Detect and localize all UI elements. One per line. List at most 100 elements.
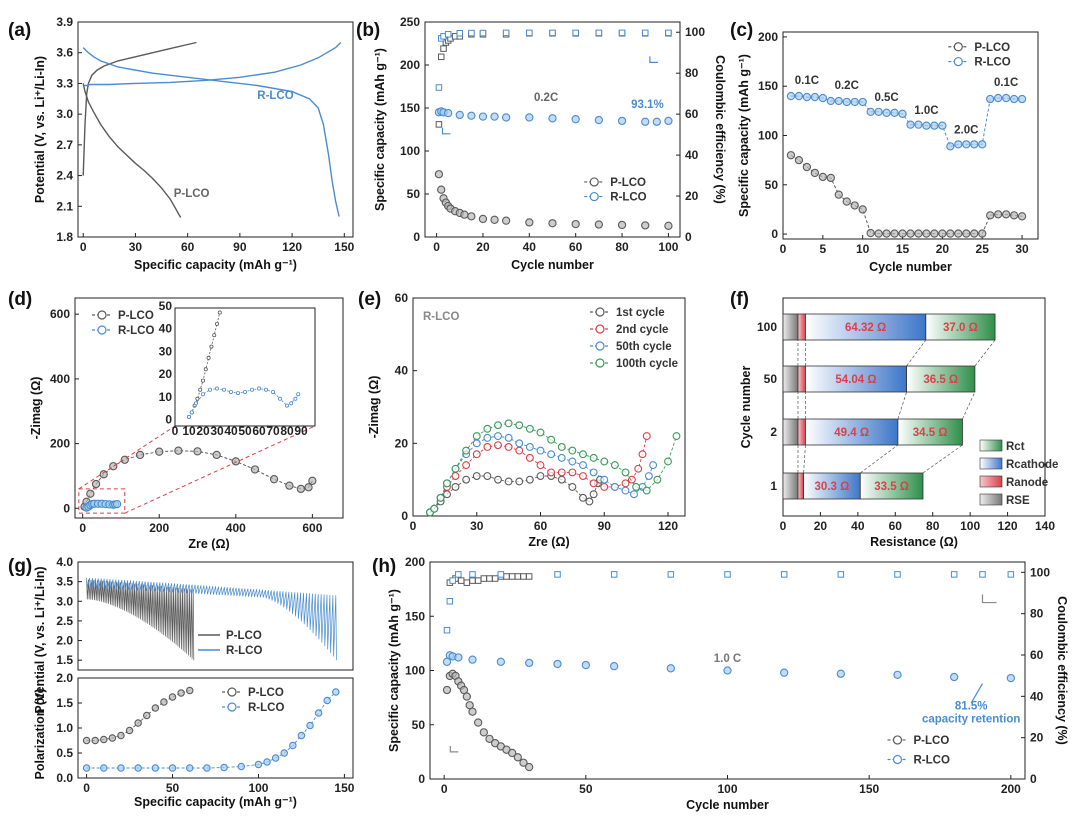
plot-frame (424, 21, 681, 238)
legend-plco: P-LCO (974, 42, 1010, 54)
y-axis-label: -Zimag (Ω) (29, 377, 43, 440)
capacity-mark-1 (501, 113, 511, 122)
eis-mark-0 (135, 450, 145, 460)
series-label-rlco: R-LCO (257, 90, 293, 102)
eis-mark-0 (494, 475, 502, 484)
eis-mark-0 (451, 482, 460, 491)
plot-frame (77, 561, 354, 671)
rate-mark-1 (898, 109, 907, 118)
eis-mark-0 (212, 450, 221, 460)
capacity-mark-0 (462, 692, 471, 701)
eis-mark-1 (579, 472, 587, 480)
x-tick-label: 30 (129, 240, 143, 254)
inset-y-tick: 30 (159, 344, 173, 358)
capacity-mark-1 (525, 658, 534, 668)
rate-mark-0 (810, 168, 820, 178)
ce-mark-3 (444, 31, 452, 38)
ce-mark-2 (525, 573, 533, 580)
retention-value: 81.5% (955, 701, 988, 713)
ce-mark-2 (437, 53, 445, 61)
retention-label: capacity retention (922, 714, 1020, 726)
inset-mark-1 (277, 396, 282, 401)
bar-segment-RSE (782, 472, 799, 500)
legend-marker (97, 325, 107, 335)
legend-marker (589, 177, 599, 187)
x-axis-label: Specific capacity (mAh g⁻¹) (134, 258, 297, 272)
eis-mark-3 (483, 424, 492, 433)
inset-mark-1 (263, 387, 268, 392)
rate-mark-1 (842, 97, 851, 107)
inset-mark-1 (200, 392, 205, 397)
bar-value-label: 33.5 Ω (874, 481, 909, 493)
inset-y-tick: 40 (159, 322, 173, 336)
eis-mark-0 (525, 475, 534, 484)
ce-mark-3 (455, 571, 462, 578)
inset-x-tick: 90 (294, 424, 308, 438)
y-tick-label: 3.3 (56, 76, 73, 90)
x-tick-label: 25 (976, 242, 990, 256)
rate-mark-0 (802, 162, 812, 172)
x-tick-label: 60 (889, 519, 903, 533)
y-axis-label: Potential (V, vs. Li⁺/Li-In) (33, 56, 47, 203)
eis-mark-0 (462, 475, 471, 484)
capacity-mark-0 (525, 218, 534, 227)
capacity-mark-0 (508, 748, 517, 758)
x-tick-label: 20 (476, 240, 490, 254)
rate-mark-1 (794, 91, 804, 101)
connector-line (922, 444, 963, 474)
rate-mark-1 (946, 142, 955, 151)
bar-value-label: 49.4 Ω (834, 427, 869, 439)
x-tick-label: 80 (615, 240, 629, 254)
rate-mark-1 (978, 140, 987, 149)
capacity-mark-1 (496, 657, 505, 666)
rate-mark-0 (994, 210, 1003, 219)
ce-mark-3 (665, 29, 672, 37)
ce-mark-3 (468, 29, 475, 37)
y-tick-label: 2.0 (56, 671, 73, 685)
legend-rlco: R-LCO (974, 57, 1010, 69)
y-tick-label: 50 (764, 372, 778, 386)
eis-mark-3 (504, 419, 513, 428)
y2-tick-label: 20 (685, 189, 699, 203)
legend-marker (595, 358, 605, 368)
y-tick-label: 0 (771, 227, 778, 241)
ce-mark-2 (520, 573, 527, 580)
y-tick-label: 50 (765, 178, 779, 192)
panel-label: (h) (372, 556, 396, 577)
x-tick-label: 90 (233, 240, 247, 254)
inset-frame (174, 307, 316, 427)
y2-tick-label: 100 (1030, 565, 1050, 579)
y-tick-label: 2.5 (56, 614, 73, 628)
rate-mark-0 (866, 228, 875, 238)
capacity-mark-1 (468, 655, 477, 664)
rate-mark-1 (810, 92, 820, 102)
cycling-trace-0 (86, 579, 195, 661)
inset-mark-0 (198, 387, 203, 392)
eis-mark-0 (472, 472, 481, 480)
eis-mark-1 (638, 450, 647, 459)
eis-mark-2 (557, 453, 566, 462)
bar-segment-Ranode (797, 365, 806, 393)
retention-annotation: 93.1% (631, 99, 664, 111)
y2-axis-label: Coulombic efficiency (%) (1055, 596, 1069, 745)
capacity-mark-0 (513, 753, 522, 762)
legend-marker (595, 307, 605, 317)
inset-mark-0 (214, 321, 219, 326)
inset-mark-1 (214, 386, 219, 391)
polarization-mark-1 (185, 764, 194, 772)
connector-line (974, 339, 996, 367)
eis-mark-0 (504, 477, 513, 486)
rate-mark-1 (954, 140, 963, 149)
x-tick-label: 60 (534, 519, 548, 533)
rate-label: 0.5C (874, 92, 898, 104)
rate-mark-0 (930, 229, 939, 238)
rate-mark-0 (906, 229, 915, 238)
y-tick-label: 0 (413, 230, 420, 244)
x-tick-label: 100 (717, 782, 737, 796)
y-tick-label: 50 (407, 187, 421, 201)
y-tick-label: 60 (395, 291, 409, 305)
legend-label: P-LCO (226, 630, 262, 642)
arrow-right (981, 594, 997, 604)
rate-mark-0 (850, 201, 859, 210)
eis-mark-3 (451, 464, 460, 473)
